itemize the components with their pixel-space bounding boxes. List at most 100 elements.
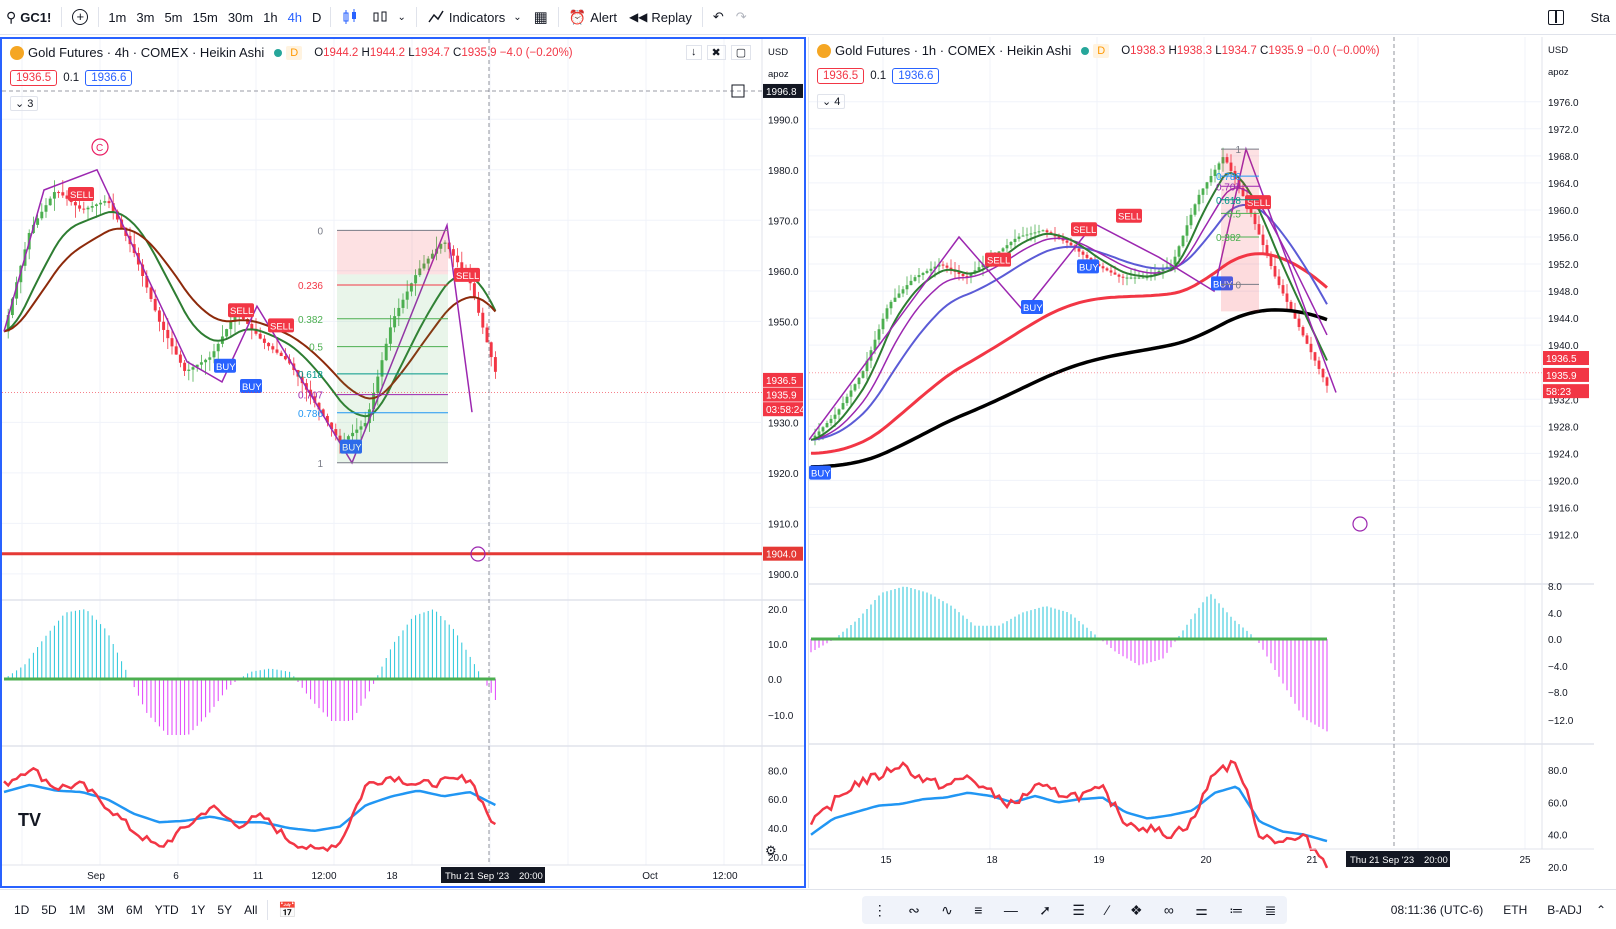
alert-button[interactable]: ⏰ Alert xyxy=(563,0,623,35)
range-all[interactable]: All xyxy=(244,902,258,917)
rsi-tick: 80.0 xyxy=(768,766,788,777)
chart-canvas-left[interactable]: USD apoz 1990.0 1980.0 1970.0 1960.0 1950.0 193… xyxy=(2,39,804,886)
candle-body xyxy=(384,343,388,361)
indicator-collapse-button[interactable]: ⌄ 4 xyxy=(817,94,846,109)
ask-price[interactable]: 1936.6 xyxy=(892,68,940,84)
sidebar-icon xyxy=(1548,9,1565,25)
range-1d[interactable]: 1D xyxy=(14,902,30,917)
range-1m[interactable]: 1M xyxy=(68,902,86,917)
redo-button[interactable]: ↷ xyxy=(730,0,753,35)
candle-body xyxy=(901,289,905,294)
range-3m[interactable]: 3M xyxy=(97,902,115,917)
date-range-icon[interactable]: 📅 xyxy=(278,901,298,919)
candle-body xyxy=(36,218,40,225)
xabcd-icon[interactable]: ❖ xyxy=(1129,901,1143,918)
series-legend[interactable]: Gold Futures · 4h · COMEX · Heikin Ashi … xyxy=(10,45,573,60)
range-1y[interactable]: 1Y xyxy=(190,902,206,917)
crosshair-time-label: Thu 21 Sep '23 xyxy=(1350,855,1414,866)
candle-body xyxy=(430,253,434,259)
lines-icon[interactable]: ≣ xyxy=(1264,901,1277,918)
magnet-icon[interactable]: ∞ xyxy=(1163,902,1174,918)
candle-body xyxy=(1309,343,1313,353)
replay-button[interactable]: ◀◀ Replay xyxy=(623,0,698,35)
timeframe-1h[interactable]: 1h xyxy=(263,9,278,25)
ray-icon[interactable]: ∕ xyxy=(1106,902,1109,918)
candle-body xyxy=(187,369,191,371)
candle-body xyxy=(65,195,69,199)
maximize-icon[interactable]: ▢ xyxy=(730,45,752,60)
price-tick: 1960.0 xyxy=(768,267,799,278)
timeframe-d[interactable]: D xyxy=(312,9,322,25)
symbol-search[interactable]: ⚲ GC1! xyxy=(0,0,57,35)
compare-button[interactable]: + xyxy=(66,0,94,35)
bars-pattern-icon[interactable]: ☰ xyxy=(1072,901,1085,918)
horizontal-line-icon[interactable]: — xyxy=(1003,902,1018,918)
price-tick: 1948.0 xyxy=(1548,287,1579,298)
signal-buy-label: BUY xyxy=(1023,303,1043,314)
candle-body xyxy=(853,384,857,391)
drag-handle-icon[interactable]: ⋮ xyxy=(872,901,887,918)
timeframe-15m[interactable]: 15m xyxy=(192,9,218,25)
signal-buy-bg xyxy=(809,465,831,480)
indicator-collapse-button[interactable]: ⌄ 3 xyxy=(10,96,39,111)
range-ytd[interactable]: YTD xyxy=(154,902,179,917)
price-tick: 1912.0 xyxy=(1548,530,1579,541)
undo-button[interactable]: ↶ xyxy=(707,0,730,35)
candle-body xyxy=(1137,277,1141,279)
timeframe-4h[interactable]: 4h xyxy=(287,9,303,25)
adjustment-toggle[interactable]: B-ADJ xyxy=(1547,902,1582,917)
bar-style-button[interactable] xyxy=(335,0,365,35)
time-tick: 6 xyxy=(173,871,179,882)
rsi-smooth-line xyxy=(810,785,1328,843)
time-tick: 25 xyxy=(1519,855,1531,866)
session-toggle[interactable]: ETH xyxy=(1503,902,1528,917)
time-tick: 12:00 xyxy=(712,871,737,882)
replay-label: Replay xyxy=(651,9,692,25)
timeframe-1m[interactable]: 1m xyxy=(108,9,127,25)
chart-canvas-right[interactable]: USDapoz1976.01972.01968.01964.01960.0195… xyxy=(809,37,1616,888)
regression-icon[interactable]: ≔ xyxy=(1229,901,1244,918)
fib-level-label: 0.5 xyxy=(1227,209,1241,220)
pattern-icon[interactable]: ∾ xyxy=(908,901,920,918)
series-legend[interactable]: Gold Futures · 1h · COMEX · Heikin Ashi … xyxy=(817,43,1380,58)
fib-icon[interactable]: ≡ xyxy=(974,902,983,918)
parallel-channel-icon[interactable]: ⚌ xyxy=(1195,901,1208,918)
candle-body xyxy=(481,312,485,328)
bid-price[interactable]: 1936.5 xyxy=(817,68,865,84)
move-down-icon[interactable]: ↓ xyxy=(686,45,702,60)
time-tick: 19 xyxy=(1093,855,1105,866)
timeframe-30m[interactable]: 30m xyxy=(227,9,254,25)
chart-pane-4h[interactable]: USD apoz 1990.0 1980.0 1970.0 1960.0 1950.0 193… xyxy=(0,37,806,888)
abc-pattern-icon[interactable]: ∿ xyxy=(941,901,953,918)
chart-pane-1h[interactable]: USD apoz 1976.0 1972.0 1968.0 1964.0 1960.0 195… xyxy=(808,37,1616,888)
macd-tick: 0.0 xyxy=(1548,635,1562,646)
signal-buy-bg xyxy=(1077,259,1099,274)
range-6m[interactable]: 6M xyxy=(126,902,143,917)
candle-body xyxy=(1325,377,1329,386)
time-tick: 20 xyxy=(1200,855,1212,866)
candle-body xyxy=(1181,235,1185,247)
ask-price[interactable]: 1936.6 xyxy=(85,70,133,86)
signal-buy-bg xyxy=(340,439,362,454)
range-5d[interactable]: 5D xyxy=(41,902,57,917)
candle-body xyxy=(961,273,965,277)
rsi-tick: 20.0 xyxy=(1548,863,1568,874)
candle-body xyxy=(1225,157,1229,163)
trend-line-icon[interactable]: ➚ xyxy=(1039,901,1051,918)
price-tick: 1970.0 xyxy=(768,216,799,227)
timeframe-5m[interactable]: 5m xyxy=(164,9,183,25)
bar-type-button[interactable]: ⌄ xyxy=(365,0,411,35)
indicators-button[interactable]: Indicators ⌄ xyxy=(421,0,528,35)
sidebar-toggle-button[interactable] xyxy=(1542,0,1570,35)
bid-price[interactable]: 1936.5 xyxy=(10,70,58,86)
chevron-up-icon[interactable]: ⌃ xyxy=(1595,902,1606,917)
candle-body xyxy=(212,351,216,358)
layout-button[interactable]: ▦ xyxy=(528,0,554,35)
range-5y[interactable]: 5Y xyxy=(217,902,233,917)
timeframe-3m[interactable]: 3m xyxy=(136,9,155,25)
signal-buy-bg xyxy=(1021,299,1043,314)
candle-body xyxy=(1253,213,1257,225)
right-toolbar-label[interactable]: Sta xyxy=(1590,9,1610,25)
clock[interactable]: 08:11:36 (UTC-6) xyxy=(1390,902,1484,917)
collapse-icon[interactable]: ✖ xyxy=(706,45,726,60)
